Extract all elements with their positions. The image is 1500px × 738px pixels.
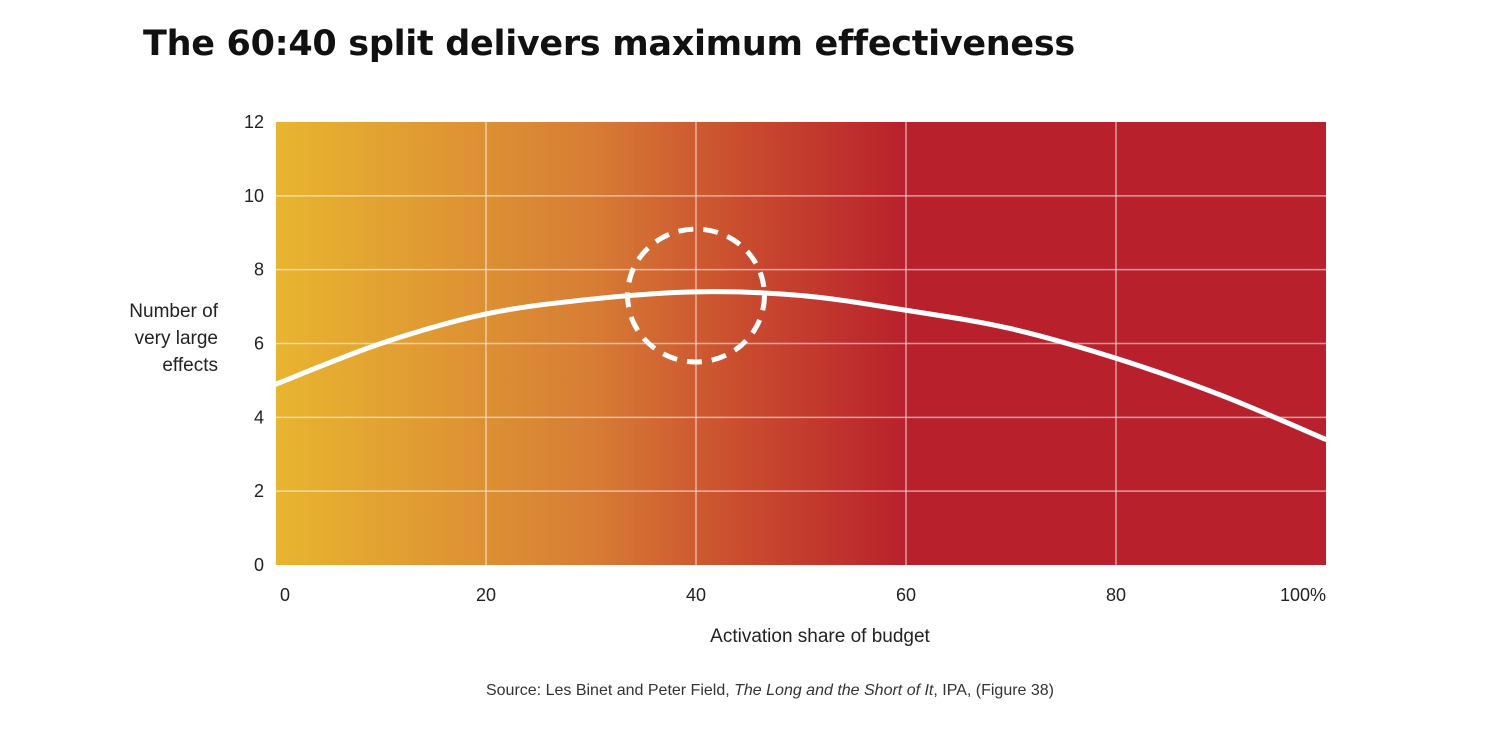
y-axis-label-line-3: effects (162, 355, 218, 376)
gridlines (276, 122, 1326, 565)
x-axis-label: Activation share of budget (710, 626, 930, 647)
y-axis-ticks: 0 2 4 6 8 10 12 (244, 112, 264, 575)
y-axis-label-line-1: Number of (129, 301, 218, 322)
series-line (273, 289, 1329, 442)
y-tick-label: 6 (254, 334, 264, 354)
x-axis-ticks: 0 20 40 60 80 100% (280, 585, 1326, 605)
y-tick-label: 10 (244, 186, 264, 206)
y-tick-label: 8 (254, 260, 264, 280)
highlight-dashed-circle (625, 226, 767, 365)
source-suffix: , IPA, (Figure 38) (933, 682, 1055, 699)
source-prefix: Source: Les Binet and Peter Field, (485, 682, 735, 699)
chart-title: The 60:40 split delivers maximum effecti… (143, 24, 1075, 64)
source-work-title: The Long and the Short of It (734, 682, 934, 699)
x-tick-label: 40 (686, 585, 706, 605)
y-tick-label: 12 (244, 112, 264, 132)
x-tick-label: 60 (896, 585, 916, 605)
y-tick-label: 0 (254, 555, 264, 575)
x-tick-label: 80 (1106, 585, 1126, 605)
x-tick-label: 100% (1280, 585, 1326, 605)
source-note: Source: Les Binet and Peter Field, The L… (300, 682, 1240, 700)
y-tick-label: 4 (254, 407, 264, 427)
x-tick-label: 20 (476, 585, 496, 605)
y-axis-label: Number of very large effects (88, 298, 218, 379)
y-axis-label-line-2: very large (134, 328, 218, 349)
y-tick-label: 2 (254, 481, 264, 501)
x-tick-label: 0 (280, 585, 290, 605)
